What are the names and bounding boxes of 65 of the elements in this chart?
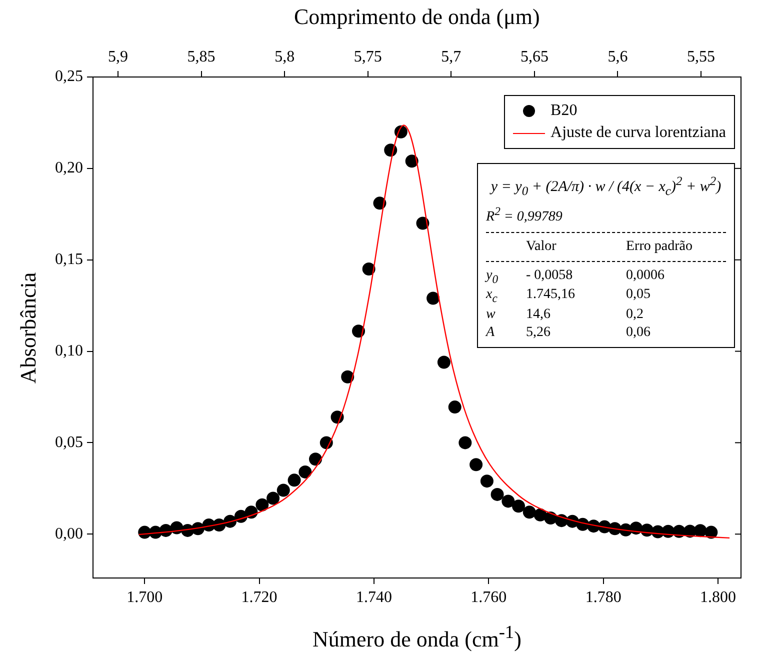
point — [448, 400, 462, 414]
x-tick-label: 1.780 — [585, 588, 622, 606]
point — [352, 324, 366, 338]
annotation: x$_{c}$ — [486, 287, 498, 306]
point — [512, 500, 525, 513]
x-tick-label: 1.760 — [470, 588, 507, 606]
legend-label: B20 — [550, 102, 578, 120]
annotation: 14,6 — [526, 307, 552, 324]
annotation: y$_{0}$ — [486, 268, 500, 286]
point — [522, 506, 536, 519]
x2-tick-label: 5,85 — [187, 48, 216, 66]
x2-tick-label: 5,65 — [520, 48, 548, 66]
y-tick-label: 0,00 — [55, 525, 83, 542]
point — [276, 484, 290, 497]
x-tick-label: 1.740 — [356, 588, 392, 606]
annotation: Erro padrão — [626, 238, 694, 255]
point — [341, 370, 354, 384]
annotation: A — [486, 325, 496, 342]
x2-tick-label: 5,55 — [687, 48, 716, 66]
y-tick-label: 0,25 — [55, 68, 83, 86]
y-axis-title: Absorbância — [15, 272, 42, 384]
annotation: R$^{2}$ = 0,99789 — [486, 205, 564, 226]
x-tick-label: 1.700 — [126, 588, 163, 606]
y-tick-label: 0,05 — [55, 434, 83, 451]
annotation: 1.745,16 — [526, 287, 576, 304]
x2-tick-label: 5,9 — [108, 48, 128, 66]
x2-tick-label: 5,75 — [354, 48, 382, 66]
point — [470, 458, 483, 472]
annotation: 0,2 — [626, 307, 644, 324]
y-tick-label: 0,15 — [55, 251, 83, 268]
point — [502, 494, 515, 508]
point — [704, 526, 718, 539]
point — [373, 196, 386, 210]
annotation: 0,05 — [626, 287, 652, 304]
point — [458, 436, 472, 450]
point — [405, 154, 418, 168]
x2-axis-title: Comprimento de onda (μm) — [294, 4, 540, 30]
annotation: 5,26 — [526, 325, 552, 342]
annotation: Valor — [526, 238, 558, 255]
point — [416, 216, 430, 230]
point — [298, 465, 312, 478]
text: y = y$_{0}$ + (2A/π) · w / (4(x − x$_{c}$)$^{2}$ + w$^{2}$) — [490, 174, 722, 198]
x-tick-label: 1.800 — [700, 588, 736, 606]
legend-label: Ajuste de curva lorentziana — [550, 124, 726, 142]
point — [437, 356, 450, 369]
point — [362, 262, 376, 276]
point — [266, 492, 280, 505]
x-axis-title: Número de onda (cm$^{-1}$) — [312, 622, 522, 652]
point — [256, 498, 269, 512]
point — [309, 452, 322, 466]
annotation: - 0,0058 — [526, 268, 574, 285]
point — [490, 488, 504, 501]
annotation: 0,06 — [626, 325, 652, 342]
annotation: 0,0006 — [626, 268, 666, 285]
point — [288, 474, 301, 487]
x2-tick-label: 5,6 — [608, 48, 628, 66]
y-tick-label: 0,10 — [55, 342, 83, 360]
x2-tick-label: 5,8 — [274, 48, 295, 66]
point — [480, 474, 494, 488]
y-tick-label: 0,20 — [55, 160, 83, 177]
point — [426, 292, 440, 305]
x2-tick-label: 5,7 — [441, 48, 462, 66]
line-series — [138, 124, 730, 539]
x-tick-label: 1.720 — [241, 588, 278, 606]
annotation: w — [486, 307, 496, 324]
